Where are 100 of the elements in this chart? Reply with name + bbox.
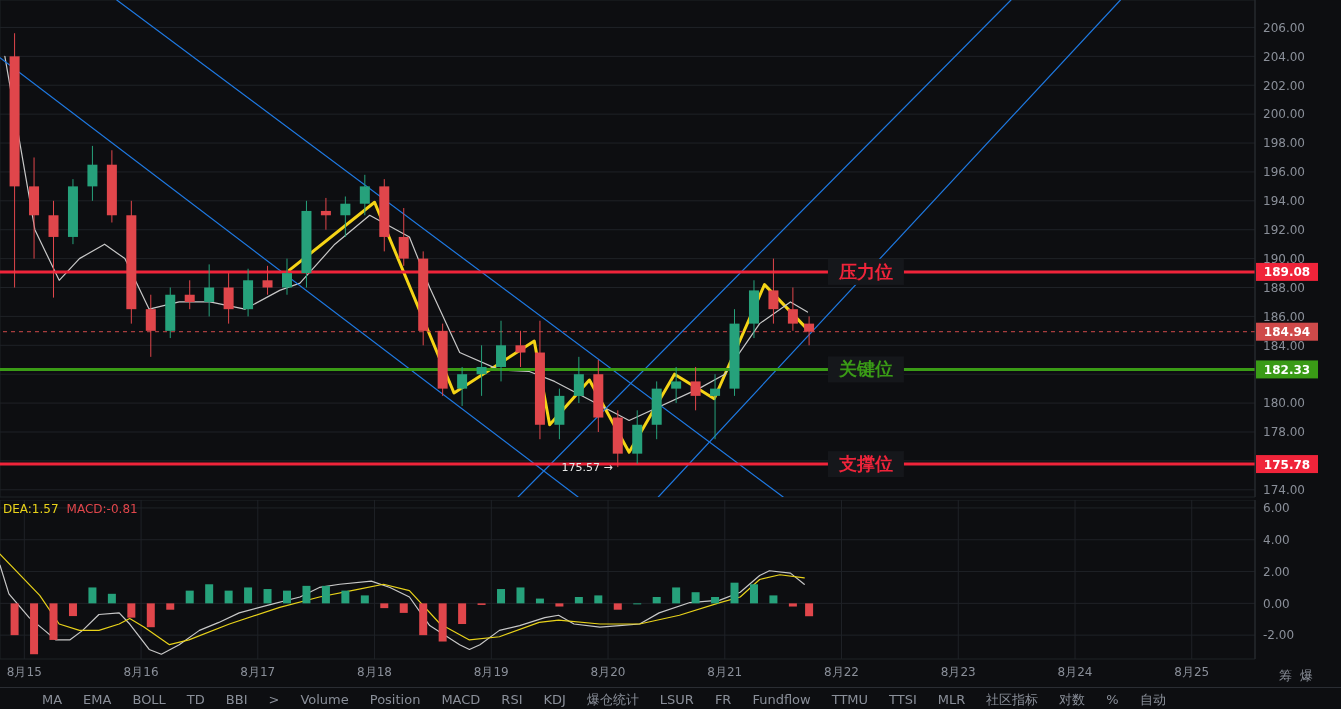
y-tick-label: 190.00	[1263, 251, 1305, 266]
candlestick	[262, 265, 273, 296]
x-tick-label: 8月19	[473, 664, 509, 679]
text: Volume	[300, 692, 349, 707]
candlestick	[787, 287, 798, 332]
bar	[730, 582, 739, 604]
text: Position	[369, 692, 421, 707]
y-tick-label: 174.00	[1263, 483, 1305, 498]
y-tick-label: 184.00	[1263, 338, 1305, 353]
x-tick-label: 8月17	[240, 664, 276, 679]
bar	[613, 603, 622, 610]
text: MA	[42, 692, 63, 707]
y-tick-label: 204.00	[1263, 49, 1305, 64]
candlestick	[573, 356, 584, 404]
bar	[594, 595, 603, 604]
bar	[244, 587, 253, 604]
bar	[10, 603, 19, 636]
bar	[263, 589, 272, 604]
ref-line-label: 压力位	[837, 260, 893, 282]
bar	[166, 603, 175, 610]
text: >	[268, 692, 280, 707]
x-tick-label: 8月22	[824, 664, 859, 679]
bar	[438, 603, 447, 642]
candlestick	[398, 207, 409, 267]
candlestick	[87, 145, 98, 202]
bar	[672, 587, 681, 604]
bar	[769, 595, 778, 604]
candlestick	[496, 320, 507, 382]
text: FR	[714, 692, 732, 707]
y-tick-label: 200.00	[1263, 107, 1305, 122]
bar	[360, 595, 369, 604]
candlestick	[768, 258, 779, 325]
text: 对数	[1059, 690, 1086, 709]
y-tick-label: 178.00	[1263, 425, 1305, 440]
text: 182.33	[1263, 362, 1311, 377]
x-tick-label: 8月25	[1174, 664, 1210, 679]
y-tick-label: 180.00	[1263, 396, 1305, 411]
bar	[146, 603, 155, 628]
text: EMA	[83, 692, 112, 707]
bar	[458, 603, 467, 625]
bar	[516, 587, 525, 604]
bar	[652, 596, 661, 604]
ref-line-label: 支撑位	[837, 453, 893, 475]
ref-line-label: 关键位	[837, 358, 893, 380]
x-tick-label: 8月20	[590, 664, 626, 679]
y-tick-label: 186.00	[1263, 309, 1305, 324]
y-tick-label: 202.00	[1263, 78, 1305, 93]
text: 爆	[1300, 667, 1313, 685]
y-tick-label: 196.00	[1263, 165, 1305, 180]
candlestick	[223, 272, 234, 325]
text: 175.78	[1263, 457, 1311, 472]
text: %	[1106, 692, 1119, 707]
bar	[68, 603, 77, 617]
bar	[497, 589, 506, 604]
bar	[49, 603, 58, 640]
candlestick	[476, 344, 487, 397]
text: TTMU	[831, 692, 869, 707]
y-tick-label: 194.00	[1263, 194, 1305, 209]
text: MLR	[937, 692, 966, 707]
text: MACD	[441, 692, 481, 707]
candlestick	[515, 330, 526, 368]
bar	[321, 585, 330, 604]
bar	[107, 593, 116, 604]
candlestick	[320, 197, 331, 231]
bar	[185, 590, 194, 604]
bar	[224, 590, 233, 604]
y-tick-label: 188.00	[1263, 280, 1305, 295]
candlestick	[282, 258, 292, 296]
candlestick	[690, 366, 701, 411]
bar	[380, 603, 389, 609]
bar	[419, 603, 428, 636]
candlestick	[359, 174, 370, 216]
text: 自动	[1139, 690, 1166, 709]
annotation: DEA:1.57	[3, 502, 59, 516]
text: BOLL	[132, 692, 166, 707]
bar	[711, 596, 720, 604]
y-tick-label: 206.00	[1263, 20, 1305, 35]
text: 189.08	[1263, 265, 1311, 280]
y-tick-label: 192.00	[1263, 222, 1305, 237]
candlestick	[204, 263, 215, 317]
y-tick-label: 198.00	[1263, 136, 1305, 151]
bar	[30, 603, 39, 655]
text: 社区指标	[986, 690, 1039, 709]
bar	[205, 584, 214, 604]
text: LSUR	[659, 692, 694, 707]
text: 爆仓统计	[586, 690, 639, 709]
text: 筹	[1279, 667, 1292, 685]
bar	[341, 590, 350, 604]
x-tick-label: 8月24	[1057, 664, 1093, 679]
text: KDJ	[543, 692, 566, 707]
bar	[302, 585, 311, 604]
y-tick-label: -2.00	[1263, 628, 1295, 643]
text: Fundflow	[752, 692, 811, 707]
bar	[88, 587, 97, 604]
bar	[788, 603, 797, 607]
bar	[555, 603, 564, 607]
bar	[399, 603, 408, 613]
candlestick	[671, 366, 682, 404]
candlestick	[48, 200, 59, 299]
y-tick-label: 0.00	[1263, 596, 1290, 611]
